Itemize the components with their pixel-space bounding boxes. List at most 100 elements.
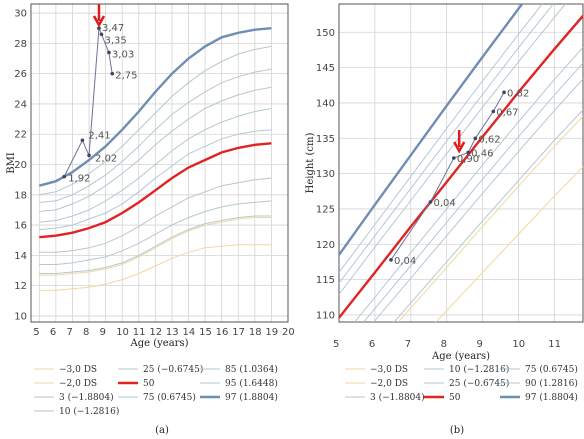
percentile-curve [397, 115, 583, 322]
gridlines [31, 4, 289, 322]
y-axis-label: BMI [6, 152, 17, 174]
panel-caption: (a) [155, 425, 169, 436]
y-tick-label: 18 [14, 190, 27, 201]
legend-label: 95 (1.6448) [225, 378, 278, 389]
patient-point-label: 0,04 [434, 198, 456, 209]
x-tick-label: 6 [369, 339, 375, 350]
patient-point-label: 2,02 [95, 153, 117, 164]
percentile-curves [339, 4, 583, 322]
x-tick-label: 8 [441, 339, 447, 350]
legend-label: 3 (−1.8804) [370, 392, 425, 403]
y-tick-label: 125 [316, 204, 335, 215]
reference-curve [39, 68, 272, 203]
x-tick-label: 15 [199, 327, 212, 338]
y-tick-label: 30 [14, 9, 27, 20]
y-axis-label: Height (cm) [305, 133, 316, 194]
patient-point-label: 0,04 [394, 256, 416, 267]
x-tick-label: 20 [282, 327, 295, 338]
legend-label: 25 (−0.6745) [449, 378, 509, 389]
y-tick-label: 145 [316, 63, 335, 74]
percentile-curve [39, 45, 272, 196]
percentile-curve [39, 215, 272, 274]
percentile-curve [39, 244, 272, 291]
patient-point-label: 2,75 [115, 71, 137, 82]
patient-point-label: 3,03 [112, 49, 134, 60]
y-tick-label: 115 [316, 275, 335, 286]
patient-data-point [110, 71, 115, 76]
y-tick-label: 16 [14, 221, 27, 232]
x-tick-label: 9 [100, 327, 106, 338]
legend-label: 10 (−1.2816) [449, 364, 509, 375]
legend-label: 97 (1.8804) [225, 392, 278, 403]
x-tick-label: 5 [33, 327, 39, 338]
patient-data-point [80, 138, 85, 143]
x-tick-label: 11 [548, 339, 561, 350]
plot-frame [30, 3, 289, 323]
legend: −3,0 DS 10 (−1.2816) 75 (0.6745) −2,0 DS 25 … [345, 364, 578, 403]
patient-point-label: 0,46 [471, 148, 493, 159]
legend-label: 75 (0.6745) [143, 392, 196, 403]
y-tick-label: 150 [316, 28, 335, 39]
patient-data-point [491, 109, 496, 114]
percentile-curve [339, 4, 543, 273]
x-tick-label: 7 [66, 327, 72, 338]
patient-data-point [452, 156, 456, 160]
x-tick-label: 10 [512, 339, 525, 350]
patient-data-point [87, 153, 91, 158]
patient-point-label: 1,92 [68, 174, 90, 185]
percentile-curve [39, 108, 272, 223]
patient-data-point [97, 26, 101, 31]
patient-data-point [389, 258, 393, 262]
patient-point-label: 0,67 [496, 107, 518, 118]
percentile-curve [38, 27, 272, 187]
legend-label: 10 (−1.2816) [59, 406, 119, 417]
patient-data-point [466, 150, 470, 155]
y-tick-label: 130 [316, 169, 335, 180]
legend-label: 75 (0.6745) [525, 364, 578, 375]
x-tick-label: 5 [333, 339, 339, 350]
reference-curve [339, 4, 554, 284]
x-axis-label: Age (years) [431, 351, 490, 362]
y-tick-label: 22 [14, 130, 27, 141]
x-tick-label: 17 [232, 327, 245, 338]
plot-frame [338, 3, 584, 323]
y-tick-label: 28 [14, 39, 27, 50]
reference-curve [39, 129, 272, 231]
patient-data-point [107, 50, 111, 55]
x-tick-label: 7 [405, 339, 411, 350]
y-tick-label: 12 [14, 281, 27, 292]
x-axis-label: Age (years) [130, 338, 189, 349]
y-tick-label: 14 [14, 251, 27, 262]
percentile-curve [39, 177, 272, 253]
patient-data-point [62, 174, 66, 179]
y-tick-label: 135 [316, 134, 335, 145]
patient-point-label: 0,82 [507, 88, 529, 99]
legend-label: −3,0 DS [370, 365, 408, 375]
chart-panel-b: 0,04 0,04 0,900,46 0,62 0,67 0,82 5 6 7 8 9 10 11 110… [305, 3, 584, 436]
y-tick-label: 26 [14, 69, 27, 80]
y-tick-label: 140 [316, 98, 335, 109]
y-tick-label: 20 [14, 160, 27, 171]
legend-label: 97 (1.8804) [525, 392, 578, 403]
percentile-curve [373, 78, 583, 322]
x-tick-label: 14 [183, 327, 196, 338]
y-tick-label: 120 [316, 240, 335, 251]
percentile-curve [339, 4, 567, 295]
x-tick-label: 18 [249, 327, 262, 338]
x-tick-label: 9 [477, 339, 483, 350]
x-tick-label: 11 [133, 327, 146, 338]
patient-point-label: 3,35 [104, 35, 126, 46]
percentile-curve [39, 142, 272, 239]
patient-point-label: 0,90 [457, 154, 479, 165]
legend-label: 50 [449, 393, 461, 403]
panel-caption: (b) [450, 425, 464, 436]
red-arrow-head [453, 141, 466, 154]
legend: −3,0 DS 25 (−0.6745) 85 (1.0364) −2,0 DS 50 9… [34, 364, 278, 417]
x-tick-label: 16 [216, 327, 229, 338]
percentile-curve [339, 4, 524, 256]
x-tick-label: 13 [166, 327, 179, 338]
patient-point-label: 3,47 [102, 23, 124, 34]
legend-label: 3 (−1.8804) [59, 392, 114, 403]
patient-data-point [428, 200, 433, 204]
legend-label: −2,0 DS [370, 379, 408, 389]
